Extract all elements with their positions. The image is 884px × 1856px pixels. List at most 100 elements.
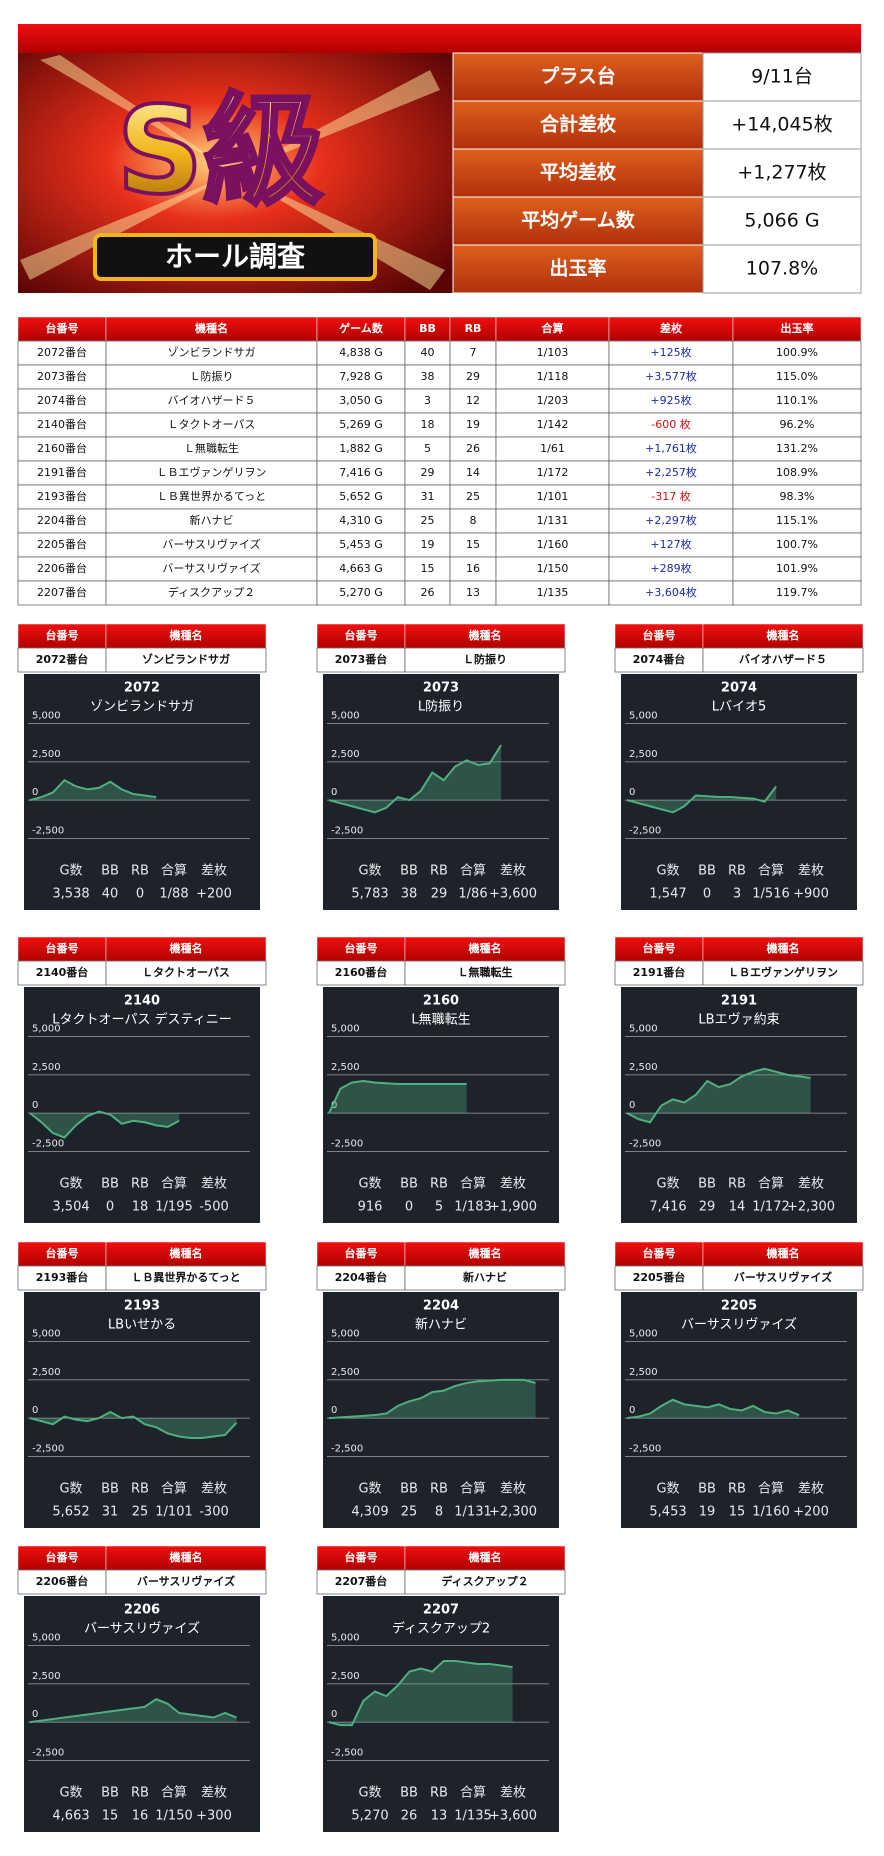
card-header-cell: [702, 623, 864, 649]
y-tick-label: 2,500: [331, 1367, 360, 1378]
y-tick-label: -2,500: [32, 1138, 64, 1149]
stat-value: 1/135: [454, 1809, 491, 1824]
chart-card: 台番号 2073番台 機種名 Ｌ防振り 2073 L防振り 5,000 2,500 0 -2,50…: [316, 623, 566, 910]
y-tick-label: 0: [32, 1405, 38, 1416]
stat-value: 1/86: [458, 887, 487, 902]
table-text: バイオハザード５: [168, 394, 256, 407]
table-text: 15: [421, 562, 435, 575]
stat-label: G数: [59, 864, 82, 879]
table-text: Ｌ防振り: [190, 369, 234, 383]
card-info-cell: [702, 1265, 864, 1291]
table-text: 1/172: [537, 466, 569, 479]
table-cell: [732, 364, 862, 390]
table-text: 101.9%: [776, 562, 818, 575]
chart-subtitle: ゾンビランドサガ: [90, 700, 194, 715]
table-cell: [316, 532, 406, 558]
table-text: 5,269 G: [339, 418, 383, 431]
stat-label: BB: [400, 1482, 418, 1497]
table-text: 7,416 G: [339, 466, 383, 479]
table-cell: [17, 436, 107, 462]
stat-label: 差枚: [201, 1177, 227, 1192]
card-info: 2193番台: [36, 1270, 89, 1284]
stat-value: 13: [431, 1809, 448, 1824]
line-series: [29, 1410, 238, 1439]
stat-value: +2,300: [489, 1505, 537, 1520]
y-tick-label: 5,000: [331, 1329, 360, 1340]
table-text: 2073番台: [37, 369, 87, 383]
stat-label: 合算: [161, 864, 187, 879]
table-text: 3,050 G: [339, 394, 383, 407]
table-text: バーサスリヴァイズ: [162, 561, 260, 575]
card-header-cell: [614, 1241, 704, 1267]
card-header: 機種名: [767, 941, 800, 955]
stat-value: 18: [132, 1200, 149, 1215]
area-fill: [329, 745, 502, 813]
y-tick-label: 0: [32, 787, 38, 798]
table-cell: [732, 580, 862, 606]
chart-subtitle: 新ハナビ: [415, 1317, 467, 1333]
card-info-cell: [17, 960, 107, 986]
stat-value: +300: [196, 1809, 232, 1824]
table-cell: [449, 484, 497, 510]
stat-label: BB: [400, 1786, 418, 1801]
stat-label: 合算: [161, 1177, 187, 1192]
table-text: ＬＢエヴァンゲリヲン: [157, 465, 267, 479]
table-text: 98.3%: [780, 490, 815, 503]
area-fill: [30, 1699, 237, 1723]
stat-value: 1/183: [454, 1200, 491, 1215]
table-text: 2160番台: [37, 441, 87, 455]
table-header: 差枚: [660, 321, 683, 335]
stat-value: 0: [106, 1200, 114, 1215]
stat-label: 差枚: [201, 1482, 227, 1497]
table-text: 38: [421, 370, 435, 383]
stat-value: +200: [196, 887, 232, 902]
table-header: BB: [419, 322, 436, 335]
table-text: 2072番台: [37, 345, 87, 359]
table-cell: [732, 412, 862, 438]
summary-value: +1,277枚: [737, 162, 826, 184]
card-info-cell: [614, 960, 704, 986]
table-text: 19: [421, 538, 435, 551]
chart-subtitle: ディスクアップ2: [392, 1621, 490, 1637]
chart-title: 2140: [124, 994, 160, 1009]
table-text: 29: [421, 466, 435, 479]
area-fill: [329, 1081, 467, 1114]
table-text: 131.2%: [776, 442, 818, 455]
y-tick-label: 0: [331, 787, 337, 798]
stat-value: -500: [199, 1200, 229, 1215]
line-series: [328, 1079, 467, 1114]
banner-ribbon: [93, 233, 377, 281]
stat-label: G数: [656, 1482, 679, 1497]
y-tick-label: 5,000: [629, 1329, 658, 1340]
table-text: 4,663 G: [339, 562, 383, 575]
card-info: 2074番台: [633, 652, 686, 666]
card-header: 台番号: [46, 1550, 79, 1564]
stat-label: 差枚: [500, 1177, 526, 1192]
chart-panel: [323, 674, 559, 910]
table-text: 2193番台: [37, 489, 87, 503]
table-cell: [105, 436, 318, 462]
table-text: ＬＢ異世界かるてっと: [157, 490, 266, 503]
y-tick-label: -2,500: [32, 1747, 64, 1758]
chart-panel: [323, 987, 559, 1223]
y-tick-label: 0: [629, 1405, 635, 1416]
card-header: 台番号: [345, 941, 378, 955]
table-cell: [608, 340, 734, 366]
y-tick-label: 5,000: [32, 1024, 61, 1035]
stat-value: +2,300: [787, 1200, 835, 1215]
table-text: 4,838 G: [339, 346, 383, 359]
y-tick-label: 5,000: [32, 1633, 61, 1644]
table-text: Ｌタクトオーパス: [168, 418, 256, 431]
card-header-cell: [702, 936, 864, 962]
table-cell: [316, 364, 406, 390]
chart-card: 台番号 2140番台 機種名 Ｌタクトオーパス 2140 Lタクトオーパス デスティニー5…: [17, 936, 267, 1223]
table-cell: [608, 508, 734, 534]
y-tick-label: 5,000: [331, 711, 360, 722]
line-series: [29, 778, 157, 802]
card-info: 2073番台: [335, 652, 388, 666]
table-cell: [732, 460, 862, 486]
stat-value: 3,538: [52, 887, 89, 902]
table-text: +125枚: [650, 345, 691, 359]
table-cell: [495, 484, 610, 510]
